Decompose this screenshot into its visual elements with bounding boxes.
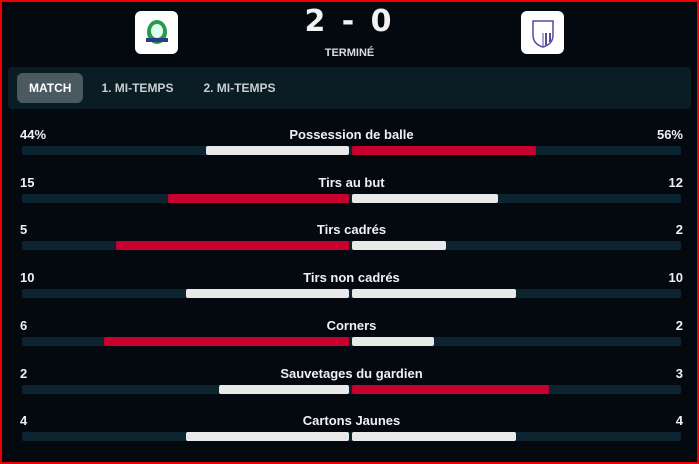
home-value: 4 xyxy=(20,413,28,429)
away-bar xyxy=(352,241,446,251)
home-bar xyxy=(104,336,349,346)
stat-track xyxy=(22,336,681,346)
away-value: 56% xyxy=(656,127,683,142)
away-bar xyxy=(352,193,498,203)
stat-name: Tirs cadrés xyxy=(316,222,387,238)
tab-first-half[interactable]: 1. MI-TEMPS xyxy=(101,81,174,95)
stat-name: Corners xyxy=(326,317,377,333)
home-value: 5 xyxy=(20,222,28,238)
away-bar xyxy=(352,289,516,299)
stat-track xyxy=(22,241,681,251)
home-team-logo[interactable] xyxy=(135,11,178,54)
away-bar xyxy=(352,384,549,394)
period-tabs: MATCH 1. MI-TEMPS 2. MI-TEMPS xyxy=(8,67,691,109)
stat-row: 4 Cartons Jaunes 4 xyxy=(20,413,683,453)
stat-row: 15 Tirs au but 12 xyxy=(20,175,683,215)
away-value: 12 xyxy=(668,174,683,190)
home-value: 10 xyxy=(20,270,35,286)
away-bar xyxy=(352,336,434,346)
stat-row: 44% Possession de balle 56% xyxy=(20,127,683,167)
score: 2 - 0 xyxy=(304,4,395,39)
home-bar xyxy=(115,241,349,251)
stat-name: Tirs non cadrés xyxy=(303,270,400,286)
home-value: 2 xyxy=(20,365,28,381)
stat-row: 5 Tirs cadrés 2 xyxy=(20,222,683,262)
match-status: TERMINÉ xyxy=(324,47,375,59)
home-value: 44% xyxy=(20,127,47,142)
stat-track xyxy=(22,146,681,155)
stat-track xyxy=(22,289,681,299)
home-value: 6 xyxy=(20,317,28,333)
away-bar xyxy=(352,432,516,442)
tab-second-half[interactable]: 2. MI-TEMPS xyxy=(203,81,276,95)
away-value: 2 xyxy=(675,222,683,238)
away-value: 4 xyxy=(675,413,683,429)
stat-name: Cartons Jaunes xyxy=(302,413,401,429)
stat-track xyxy=(22,193,681,203)
stat-name: Possession de balle xyxy=(289,127,414,142)
home-crest-icon xyxy=(145,19,168,44)
away-bar xyxy=(352,146,536,155)
away-team-logo[interactable] xyxy=(521,11,564,54)
away-value: 10 xyxy=(668,270,683,286)
home-bar xyxy=(167,193,349,203)
tab-match[interactable]: MATCH xyxy=(17,73,84,103)
away-value: 3 xyxy=(675,365,683,381)
stat-name: Tirs au but xyxy=(318,174,385,190)
stat-track xyxy=(22,384,681,394)
stat-track xyxy=(22,432,681,442)
home-value: 15 xyxy=(20,174,35,190)
home-bar xyxy=(186,432,349,442)
home-bar xyxy=(186,289,349,299)
home-bar xyxy=(205,146,349,155)
stat-name: Sauvetages du gardien xyxy=(280,365,423,381)
stat-row: 2 Sauvetages du gardien 3 xyxy=(20,366,683,406)
away-value: 2 xyxy=(675,317,683,333)
away-crest-icon xyxy=(531,19,554,48)
home-bar xyxy=(218,384,349,394)
stat-row: 6 Corners 2 xyxy=(20,318,683,358)
stat-row: 10 Tirs non cadrés 10 xyxy=(20,270,683,310)
